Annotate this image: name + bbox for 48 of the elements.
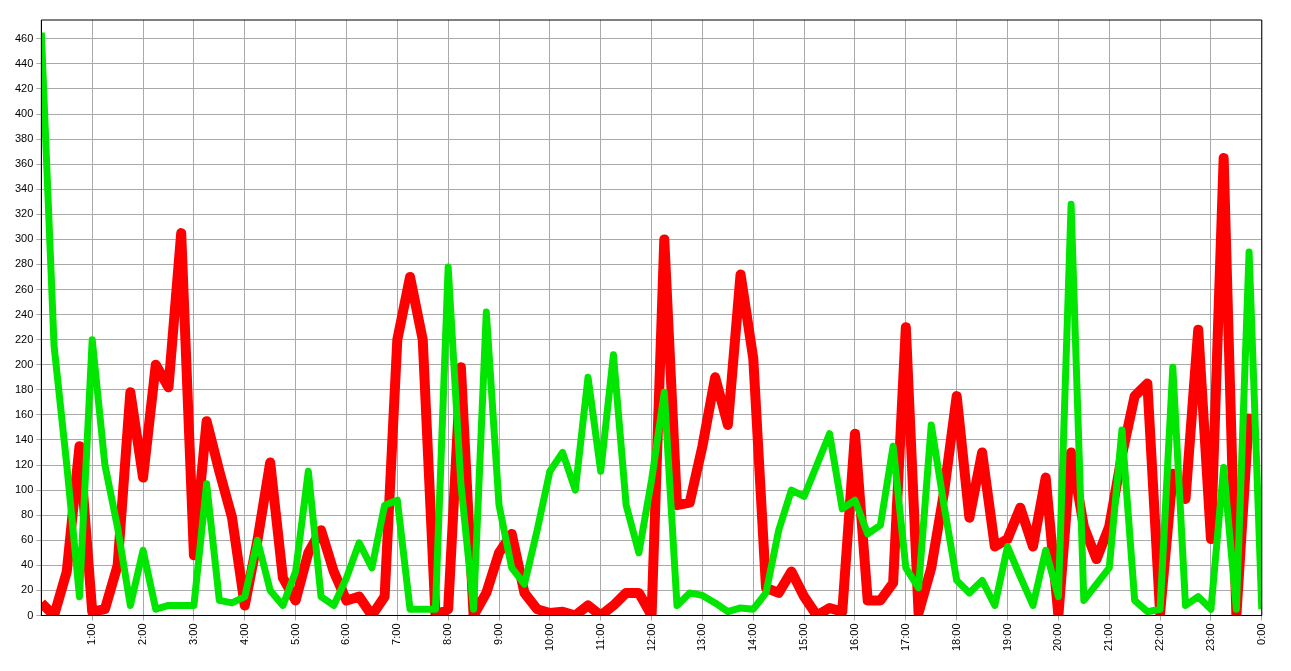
x-tick-label: 13:00: [695, 623, 708, 651]
y-tick-label: 140: [14, 433, 34, 445]
y-tick-label: 120: [14, 458, 34, 471]
x-tick-label: 15:00: [797, 623, 810, 651]
x-tick-label: 1:00: [85, 623, 98, 645]
y-tick-label: 40: [21, 558, 34, 571]
y-tick-label: 80: [21, 508, 34, 521]
y-tick-label: 100: [14, 483, 34, 496]
x-tick-label: 14:00: [746, 623, 759, 651]
y-tick-label: 220: [14, 332, 34, 345]
y-tick-label: 160: [14, 407, 34, 420]
y-tick-label: 20: [21, 583, 34, 596]
x-tick-label: 10:00: [542, 623, 555, 651]
x-tick-label: 18:00: [949, 623, 962, 651]
x-tick-label: 12:00: [644, 623, 657, 651]
x-tick-label: 7:00: [390, 623, 403, 645]
x-tick-label: 11:00: [593, 623, 606, 651]
y-tick-label: 200: [14, 357, 34, 370]
y-tick-label: 60: [21, 533, 34, 546]
y-tick-label: 360: [14, 157, 34, 170]
x-tick-label: 21:00: [1102, 623, 1115, 651]
y-tick-label: 380: [14, 132, 34, 145]
x-tick-label: 9:00: [492, 623, 505, 645]
y-tick-label: 280: [14, 257, 34, 270]
x-tick-label: 3:00: [186, 623, 199, 645]
y-tick-label: 340: [14, 182, 34, 195]
x-tick-label: 0:00: [1254, 623, 1267, 645]
x-tick-label: 6:00: [339, 623, 352, 645]
x-tick-label: 16:00: [848, 623, 861, 651]
y-tick-label: 260: [14, 282, 34, 295]
x-tick-label: 22:00: [1153, 623, 1166, 651]
y-tick-label: 400: [14, 107, 34, 120]
y-tick-label: 180: [14, 382, 34, 395]
x-tick-label: 4:00: [237, 623, 250, 645]
x-tick-label: 20:00: [1051, 623, 1064, 651]
y-tick-label: 0: [27, 608, 34, 621]
x-tick-label: 2:00: [136, 623, 149, 645]
x-tick-label: 23:00: [1203, 623, 1216, 651]
y-tick-label: 240: [14, 307, 34, 320]
y-tick-label: 420: [14, 81, 34, 94]
x-tick-label: 8:00: [441, 623, 454, 645]
y-tick-label: 460: [14, 31, 34, 44]
x-tick-label: 17:00: [898, 623, 911, 651]
x-tick-label: 5:00: [288, 623, 301, 645]
y-tick-label: 300: [14, 232, 34, 245]
y-tick-label: 320: [14, 207, 34, 220]
y-tick-label: 440: [14, 56, 34, 69]
x-tick-label: 19:00: [1000, 623, 1013, 651]
